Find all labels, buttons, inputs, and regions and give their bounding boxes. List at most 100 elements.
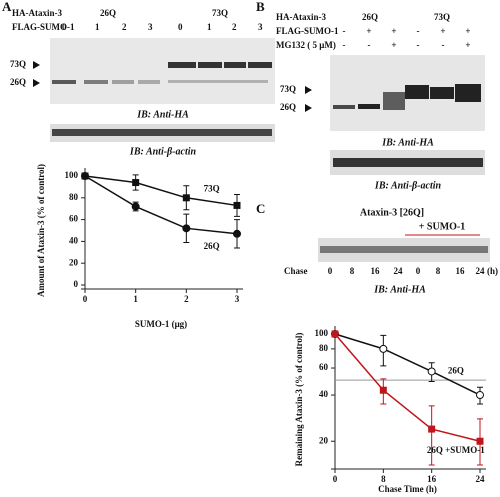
label: 3: [258, 22, 263, 32]
point: [331, 330, 339, 338]
arrow: [305, 86, 312, 94]
label: 26Q: [10, 77, 26, 87]
y-tick-label: 60: [319, 362, 329, 372]
series-label: 26Q: [448, 365, 464, 375]
point: [81, 172, 89, 180]
label: IB: Anti-HA: [373, 284, 426, 295]
error-bar: [428, 405, 435, 466]
y-tick-label: 20: [69, 257, 79, 267]
x-tick-label: 0: [83, 294, 88, 304]
label: 3: [148, 22, 153, 32]
x-tick-label: 16: [427, 474, 437, 484]
band: [320, 246, 488, 253]
label: 73Q: [434, 12, 450, 22]
series-label: 26Q +SUMO-1: [427, 445, 485, 455]
x-tick-label: 3: [235, 294, 240, 304]
point: [233, 201, 241, 209]
series-label: 26Q: [204, 241, 220, 251]
label: 0: [62, 22, 67, 32]
series-line: [334, 333, 481, 396]
label: 2: [232, 22, 237, 32]
label: 26Q: [100, 8, 116, 18]
arrow: [305, 104, 312, 112]
x-tick-label: 1: [133, 294, 138, 304]
y-tick-label: 40: [69, 235, 79, 245]
axes: [81, 168, 243, 290]
label: Ataxin-3 [26Q]: [360, 207, 424, 218]
label: 73Q: [280, 84, 296, 94]
y-tick-label: 60: [69, 214, 79, 224]
label: +: [465, 26, 470, 36]
point: [427, 367, 436, 376]
label: FLAG-SUMO-1: [276, 26, 339, 36]
label: +: [391, 26, 396, 36]
x-tick-label: 24: [476, 474, 486, 484]
label: IB: Anti-HA: [381, 137, 434, 148]
label: MG132 ( 5 μM): [276, 40, 336, 50]
axes: [331, 326, 486, 470]
bands: [52, 62, 272, 84]
y-axis-label: Remaining Ataxin-3 (% of control): [294, 333, 304, 467]
point: [132, 179, 140, 187]
series-line: [84, 175, 238, 235]
label: 24: [476, 266, 486, 276]
label: C: [256, 201, 265, 216]
label: FLAG-SUMO-1: [12, 22, 75, 32]
x-tick-label: 8: [381, 474, 386, 484]
label: Chase: [284, 266, 308, 276]
y-tick-label: 100: [315, 328, 329, 338]
label: 8: [436, 266, 441, 276]
label: 0: [328, 266, 333, 276]
y-tick-label: 80: [319, 343, 329, 353]
label: 73Q: [212, 8, 228, 18]
label: 16: [371, 266, 381, 276]
y-tick-label: 80: [69, 192, 79, 202]
label: 1: [95, 22, 100, 32]
band: [52, 129, 272, 136]
label: +: [465, 40, 470, 50]
label: +: [366, 26, 371, 36]
label: 26Q: [280, 102, 296, 112]
label: 73Q: [10, 59, 26, 69]
point: [379, 386, 387, 394]
label: -: [442, 40, 445, 50]
label: B: [256, 0, 265, 14]
y-tick-label: 40: [319, 389, 329, 399]
label: 16: [456, 266, 466, 276]
arrow: [33, 61, 40, 69]
point: [476, 437, 484, 445]
label: HA-Ataxin-3: [276, 12, 326, 22]
arrow: [33, 79, 40, 87]
x-axis-label: SUMO-1 (μg): [135, 319, 187, 329]
label: -: [417, 26, 420, 36]
series-label: 73Q: [204, 184, 220, 194]
label: 24: [394, 266, 404, 276]
label: -: [343, 26, 346, 36]
label: IB: Anti-HA: [136, 109, 189, 120]
label: (h): [487, 266, 498, 276]
point: [233, 229, 241, 238]
label: 8: [350, 266, 355, 276]
y-tick-label: 0: [74, 279, 79, 289]
label: 0: [416, 266, 421, 276]
point: [476, 391, 484, 400]
label: + SUMO-1: [419, 221, 466, 232]
y-tick-label: 20: [319, 435, 329, 445]
x-tick-label: 2: [184, 294, 189, 304]
point: [379, 344, 388, 353]
label: IB: Anti-β-actin: [374, 180, 442, 191]
label: 0: [178, 22, 183, 32]
label: +: [391, 40, 396, 50]
label: -: [368, 40, 371, 50]
label: 26Q: [362, 12, 378, 22]
blot: [50, 38, 275, 104]
series-line: [334, 333, 481, 442]
point: [182, 194, 190, 202]
y-axis-label: Amount of Ataxin-3 (% of control): [36, 164, 46, 297]
x-axis-label: Chase Time (h): [378, 484, 437, 494]
x-tick-label: 0: [333, 474, 338, 484]
y-tick-label: 100: [65, 170, 79, 180]
label: +: [440, 26, 445, 36]
label: IB: Anti-β-actin: [129, 146, 197, 157]
